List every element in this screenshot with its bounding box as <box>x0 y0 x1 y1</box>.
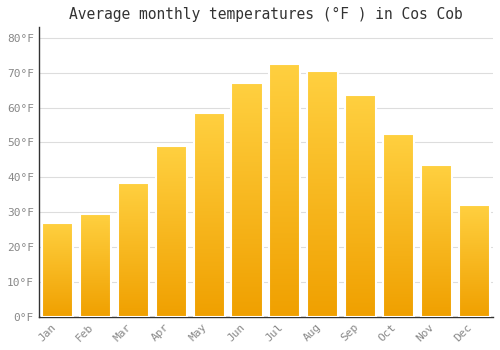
Bar <box>345 95 376 317</box>
Bar <box>118 182 149 317</box>
Bar <box>156 146 187 317</box>
Bar <box>80 214 111 317</box>
Bar <box>42 223 74 317</box>
Bar <box>194 113 224 317</box>
Bar <box>458 205 490 317</box>
Bar <box>270 64 300 317</box>
Bar <box>307 71 338 317</box>
Bar <box>232 83 262 317</box>
Bar <box>421 165 452 317</box>
Bar <box>383 134 414 317</box>
Title: Average monthly temperatures (°F ) in Cos Cob: Average monthly temperatures (°F ) in Co… <box>69 7 463 22</box>
